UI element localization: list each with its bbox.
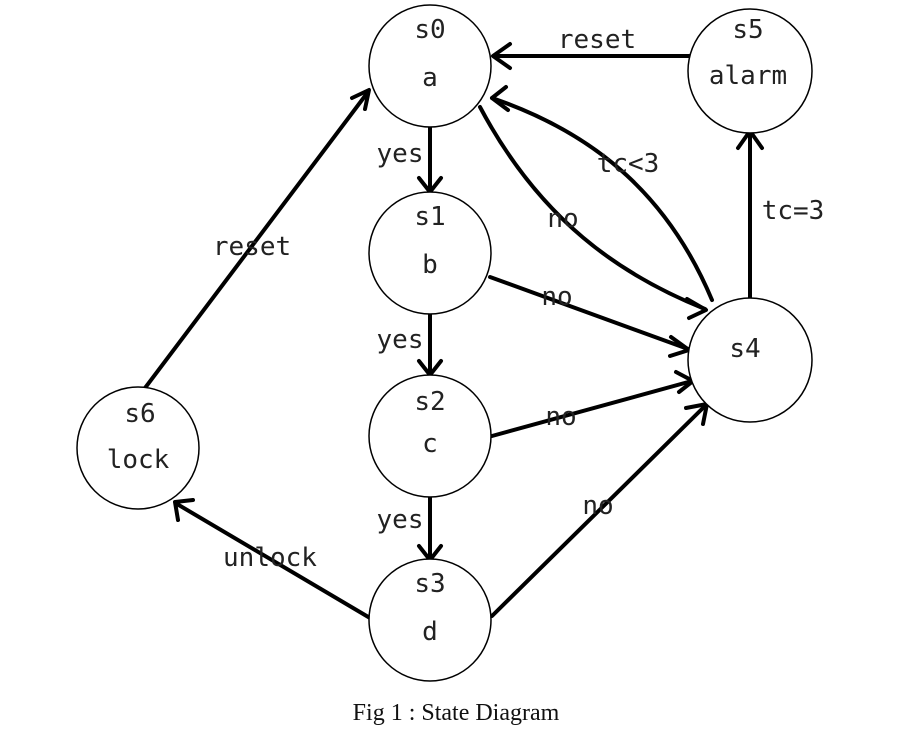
node-s1-id: s1 <box>414 202 445 232</box>
node-s3 <box>368 558 492 682</box>
edge-label-s2-s4: no <box>545 402 576 432</box>
figure-caption: Fig 1 : State Diagram <box>352 700 560 726</box>
edge-s4-s5 <box>736 129 764 300</box>
node-s0 <box>368 4 492 128</box>
edge-s3-s6 <box>173 498 372 620</box>
node-s5-id: s5 <box>732 15 763 45</box>
node-s4-id: s4 <box>729 334 760 364</box>
node-s6 <box>76 386 200 510</box>
edge-s5-s0 <box>491 42 691 70</box>
edge-label-s3-s4: no <box>582 491 613 521</box>
edge-label-s0-s1: yes <box>377 139 424 169</box>
node-s2 <box>368 374 492 498</box>
edge-label-s0-s4: no <box>547 204 578 234</box>
node-s4 <box>687 297 813 423</box>
node-s6-id: s6 <box>124 399 155 429</box>
node-s0-id: s0 <box>414 15 445 45</box>
node-s5-label: alarm <box>709 61 787 91</box>
edge-label-s4-s5: tc=3 <box>762 196 825 226</box>
node-s2-label: c <box>422 429 438 459</box>
node-s3-label: d <box>422 617 438 647</box>
node-s0-label: a <box>422 63 438 93</box>
edge-s4-s0 <box>490 85 714 302</box>
edge-label-s1-s4: no <box>541 282 572 312</box>
node-s5 <box>687 8 813 134</box>
edge-s6-s0 <box>143 88 371 390</box>
node-s2-id: s2 <box>414 387 445 417</box>
edge-label-s6-s0: reset <box>213 232 291 262</box>
edge-s2-s4 <box>490 370 695 438</box>
edge-label-s1-s2: yes <box>377 325 424 355</box>
edge-label-s5-s0: reset <box>558 25 636 55</box>
edge-label-s4-s0: tc<3 <box>597 149 660 179</box>
edge-label-s2-s3: yes <box>377 505 424 535</box>
edge-s0-s4 <box>478 105 708 320</box>
node-s3-id: s3 <box>414 569 445 599</box>
node-s1 <box>368 191 492 315</box>
node-s6-label: lock <box>107 445 170 475</box>
node-s1-label: b <box>422 250 438 280</box>
edge-label-s3-s6: unlock <box>223 543 317 573</box>
